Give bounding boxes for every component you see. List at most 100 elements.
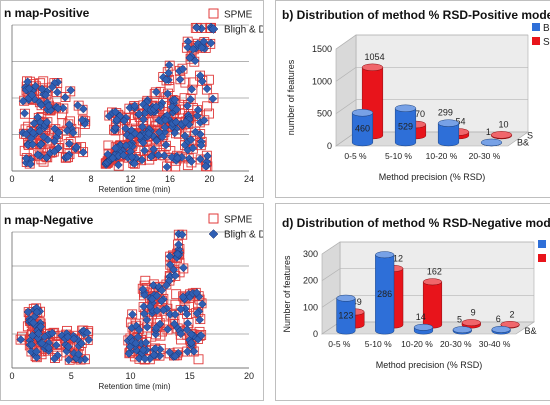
bligh-dyer-point	[64, 120, 74, 129]
data-label: 529	[398, 121, 413, 131]
bligh-dyer-point	[72, 142, 81, 152]
category-label: 20-30 %	[469, 151, 501, 161]
bligh-dyer-point	[32, 352, 42, 362]
x-tick-label: 8	[88, 174, 93, 184]
spme-bar: 10	[490, 119, 513, 140]
bligh-dyer-point	[180, 131, 190, 141]
bligh-dyer-point	[149, 350, 159, 360]
plot-area: 0 5 10 15 20 Retention time (min)	[9, 229, 254, 391]
plot-area: 0 500 1000 1500 number of features 1054 170 54 1…	[286, 34, 533, 182]
bligh-dyer-bar-top	[413, 323, 434, 331]
panel-b: b) Distribution of method % RSD-Positive…	[275, 0, 550, 198]
bligh-dyer-point	[176, 304, 186, 314]
bligh-dyer-point	[23, 77, 32, 87]
bligh-dyer-point	[125, 342, 135, 352]
bligh-dyer-point	[35, 126, 45, 136]
bligh-dyer-point	[165, 252, 175, 261]
bligh-dyer-point	[52, 87, 62, 97]
legend-bligh-marker	[208, 229, 219, 239]
spme-point	[202, 101, 213, 112]
bligh-dyer-point	[162, 162, 172, 172]
legend-spme-marker	[208, 213, 219, 224]
bligh-dyer-point	[29, 318, 38, 328]
bligh-dyer-point	[134, 325, 144, 335]
bligh-dyer-point	[26, 159, 35, 169]
bligh-dyer-point	[175, 75, 185, 84]
bligh-dyer-bar: 123	[336, 294, 356, 335]
bligh-dyer-point	[78, 104, 88, 114]
bligh-dyer-point	[66, 85, 76, 95]
category-label: 5-10 %	[365, 339, 392, 349]
bligh-dyer-bar-top	[452, 326, 472, 334]
data-label: 123	[338, 311, 353, 321]
x-tick-label: 12	[125, 174, 135, 184]
spme-bar-top	[422, 278, 443, 286]
y-tick-label: 300	[303, 249, 318, 259]
bligh-dyer-point	[133, 332, 143, 342]
bligh-dyer-point	[174, 240, 184, 249]
bligh-dyer-point	[165, 260, 175, 270]
bligh-dyer-bar-top	[437, 119, 460, 127]
data-label: 1054	[365, 52, 385, 62]
data-label: 9	[471, 307, 476, 317]
bligh-dyer-point	[186, 338, 196, 348]
bligh-dyer-point	[119, 116, 129, 126]
bligh-dyer-point	[161, 140, 171, 150]
panel-d: d) Distribution of method % RSD-Negative…	[275, 203, 550, 401]
y-axis-label: Number of features	[282, 255, 292, 333]
bligh-dyer-point	[206, 38, 216, 48]
y-axis-label: number of features	[286, 59, 296, 135]
bligh-dyer-point	[54, 128, 63, 137]
bligh-dyer-bar: 14	[413, 312, 434, 335]
series-depth-label: B&	[525, 326, 537, 336]
bligh-dyer-point	[77, 339, 86, 348]
y-tick-label: 200	[303, 276, 318, 286]
data-label: 170	[410, 109, 425, 119]
bligh-dyer-point	[146, 152, 156, 161]
bligh-dyer-point	[173, 153, 182, 163]
bligh-dyer-point	[121, 141, 131, 150]
bligh-dyer-point	[182, 309, 192, 319]
bligh-dyer-point	[208, 94, 218, 104]
bligh-dyer-point	[47, 328, 57, 338]
chart-d-title: d) Distribution of method % RSD-Negative…	[282, 216, 550, 230]
spme-point	[175, 74, 186, 85]
bligh-dyer-point	[193, 105, 203, 115]
bligh-dyer-point	[176, 329, 186, 339]
bligh-dyer-point	[188, 44, 198, 54]
bligh-dyer-point	[138, 138, 148, 148]
bligh-dyer-point	[183, 101, 192, 111]
category-label: 20-30 %	[440, 339, 472, 349]
bligh-dyer-point	[41, 90, 51, 100]
bligh-dyer-point	[170, 319, 179, 329]
bligh-dyer-point	[138, 284, 148, 294]
bligh-dyer-point	[178, 64, 188, 74]
category-label: 30-40 %	[479, 339, 511, 349]
spme-point	[65, 137, 76, 148]
bligh-dyer-point	[160, 123, 170, 132]
x-axis-label: Method precision (% RSD)	[379, 172, 486, 182]
spme-bar-top	[500, 321, 520, 328]
legend-spme-marker	[538, 254, 546, 262]
bligh-dyer-bar-top	[491, 325, 511, 333]
bligh-dyer-point	[186, 329, 196, 339]
bligh-dyer-point	[170, 310, 180, 319]
x-axis-label: Method precision (% RSD)	[376, 360, 483, 370]
spme-point	[162, 324, 173, 335]
bligh-dyer-bar-top	[336, 294, 356, 302]
legend-spme-label: SPME	[224, 10, 253, 21]
spme-bar-top	[461, 319, 481, 327]
bligh-dyer-point	[18, 96, 28, 106]
bligh-dyer-point	[199, 116, 209, 125]
bligh-dyer-point	[121, 124, 130, 133]
bligh-dyer-point	[63, 342, 73, 352]
bligh-dyer-point	[32, 307, 42, 317]
bligh-dyer-point	[170, 351, 180, 361]
gridline	[335, 66, 528, 82]
bligh-dyer-point	[111, 143, 120, 153]
data-label: 5	[457, 314, 462, 324]
bligh-dyer-point	[21, 154, 31, 163]
bligh-dyer-point	[40, 332, 50, 342]
legend-bligh-marker	[208, 24, 219, 34]
bligh-dyer-point	[197, 299, 207, 309]
